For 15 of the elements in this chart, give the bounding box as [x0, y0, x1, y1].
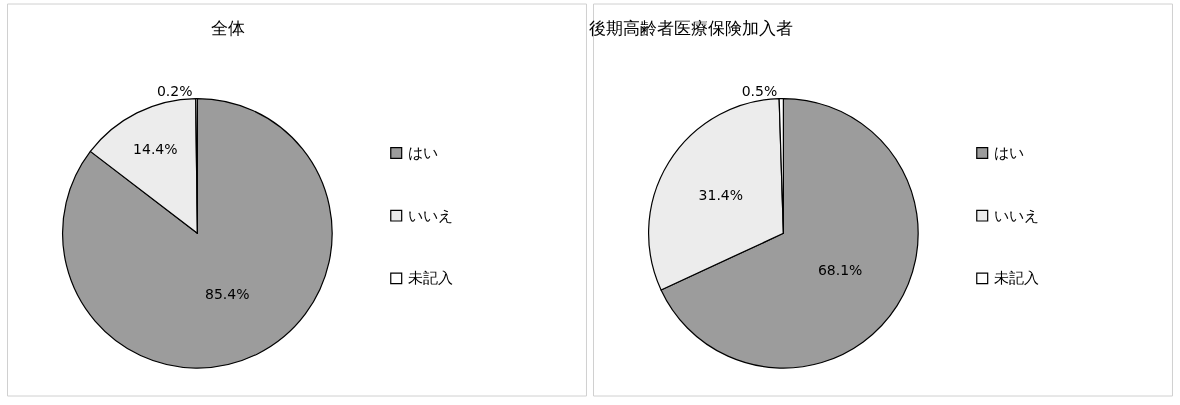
pie-slice	[62, 97, 333, 369]
legend-label: いいえ	[408, 207, 453, 225]
chart-title: 後期高齢者医療保険加入者	[589, 18, 793, 38]
data-label: 0.2%	[156, 82, 193, 99]
data-label: 85.4%	[204, 285, 250, 302]
data-label: 14.4%	[133, 141, 178, 158]
legend-label: いいえ	[994, 207, 1039, 225]
legend-label: 未記入	[994, 269, 1039, 287]
legend-label: 未記入	[408, 269, 453, 287]
chart-title: 全体	[211, 18, 245, 38]
data-label: 0.5%	[741, 82, 778, 99]
data-label: 31.4%	[698, 186, 744, 203]
legend-label: はい	[994, 144, 1024, 162]
legend-label: はい	[408, 144, 438, 162]
data-label: 68.1%	[817, 261, 863, 278]
